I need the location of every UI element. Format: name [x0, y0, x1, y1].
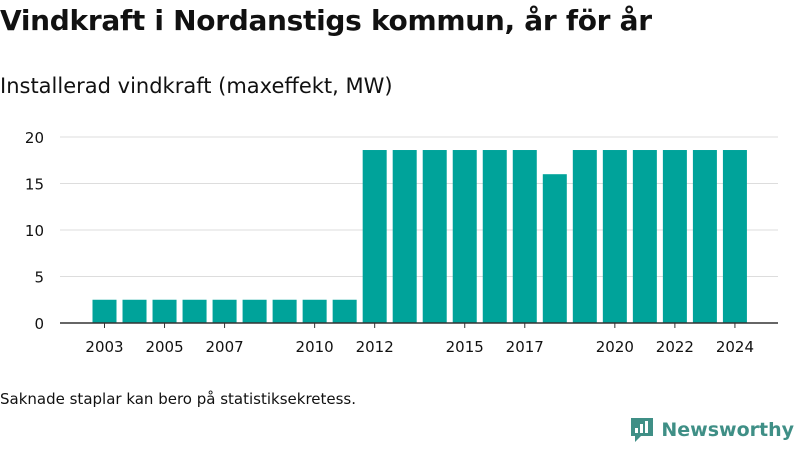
bar-2014	[422, 150, 447, 323]
axes	[60, 322, 778, 328]
bar-chart: 0 5 10 15 20 2003 2005 2007 2010 2012 2015 2017 2020…	[25, 129, 778, 356]
bar-2020	[602, 150, 627, 323]
bar-2008	[242, 299, 267, 323]
bar-2024	[722, 150, 747, 323]
bar-2009	[272, 299, 297, 323]
bar-2010	[302, 299, 327, 323]
x-tick-label-2020: 2020	[596, 338, 634, 356]
bar-2017	[512, 150, 537, 323]
y-tick-label-5: 5	[34, 269, 44, 287]
bar-2006	[182, 299, 207, 323]
chart-title: Vindkraft i Nordanstigs kommun, år för å…	[0, 4, 652, 37]
y-tick-label-10: 10	[25, 222, 44, 240]
bars	[92, 150, 747, 323]
brand-name: Newsworthy	[661, 419, 794, 441]
y-tick-label-0: 0	[34, 315, 44, 333]
bar-2012	[362, 150, 387, 323]
bar-2015	[452, 150, 477, 323]
y-tick-label-20: 20	[25, 129, 44, 147]
x-tick-label-2007: 2007	[205, 338, 243, 356]
x-tick-label-2015: 2015	[446, 338, 484, 356]
x-tick-label-2017: 2017	[506, 338, 544, 356]
bar-2019	[572, 150, 597, 323]
bar-2007	[212, 299, 237, 323]
x-tick-label-2005: 2005	[145, 338, 183, 356]
y-tick-label-15: 15	[25, 176, 44, 194]
bar-2016	[482, 150, 507, 323]
bar-2011	[332, 299, 357, 323]
bar-2005	[152, 299, 177, 323]
footnote: Saknade staplar kan bero på statistiksek…	[0, 390, 357, 408]
x-tick-label-2022: 2022	[656, 338, 694, 356]
bar-2021	[632, 150, 657, 323]
x-tick-label-2010: 2010	[296, 338, 334, 356]
bar-2022	[662, 150, 687, 323]
bar-2003	[92, 299, 117, 323]
gridlines	[60, 136, 778, 277]
brand-logo: Newsworthy	[629, 416, 794, 444]
x-tick-label-2003: 2003	[85, 338, 123, 356]
newsworthy-logo-icon	[631, 418, 654, 442]
tick-labels: 0 5 10 15 20 2003 2005 2007 2010 2012 2015 2017 2020…	[25, 129, 754, 356]
bar-2018	[542, 174, 567, 323]
chart-subtitle: Installerad vindkraft (maxeffekt, MW)	[0, 74, 393, 98]
x-tick-label-2012: 2012	[356, 338, 394, 356]
bar-2004	[122, 299, 147, 323]
x-tick-label-2024: 2024	[716, 338, 754, 356]
bar-2013	[392, 150, 417, 323]
bar-2023	[692, 150, 717, 323]
